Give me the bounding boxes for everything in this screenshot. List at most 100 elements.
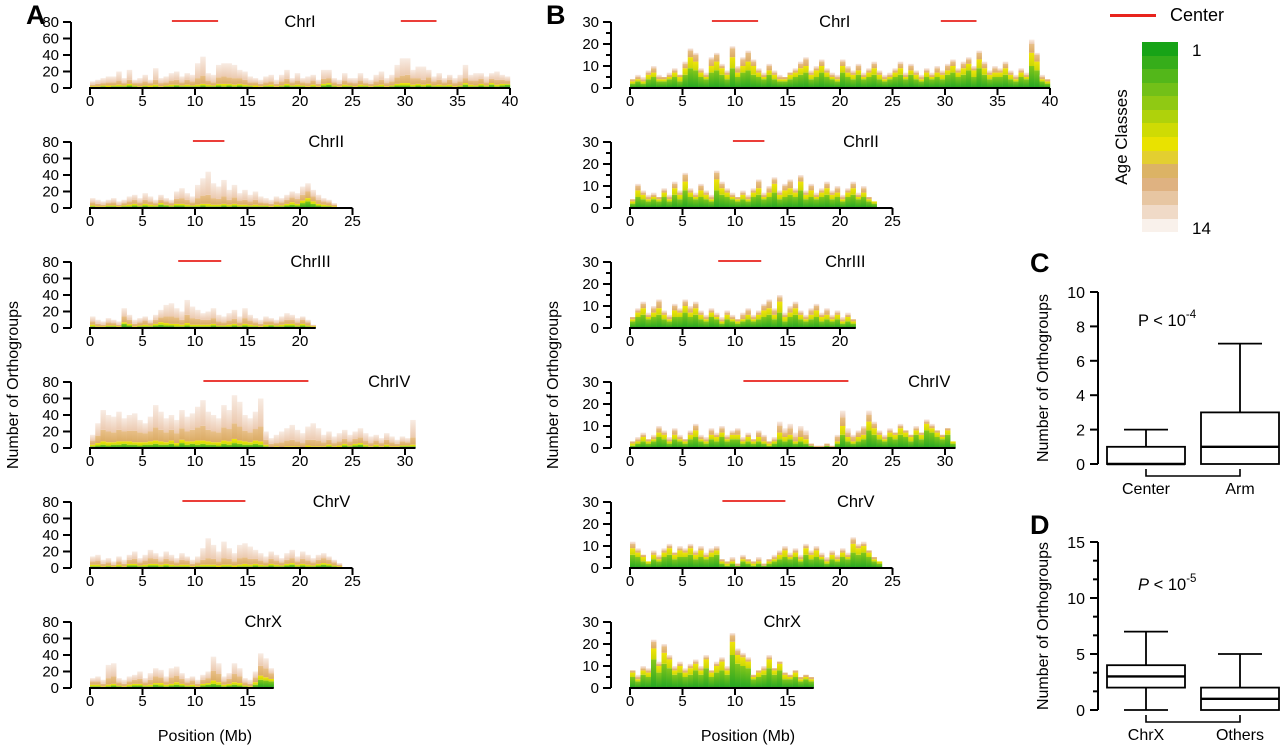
svg-text:0: 0	[626, 693, 634, 710]
svg-text:0: 0	[626, 333, 634, 350]
panelB-chrI-chart: 0 10 20 30 0 5 10 15 20 25 30 35 40 ChrI	[582, 13, 1059, 110]
svg-text:15: 15	[239, 453, 256, 470]
svg-text:0: 0	[86, 93, 94, 110]
svg-text:30: 30	[397, 453, 414, 470]
svg-text:0: 0	[591, 560, 599, 577]
svg-text:0: 0	[591, 440, 599, 457]
svg-text:15: 15	[239, 213, 256, 230]
svg-text:20: 20	[292, 453, 309, 470]
svg-text:8: 8	[1076, 319, 1085, 336]
age-class-swatch	[1142, 82, 1178, 97]
svg-text:0: 0	[86, 573, 94, 590]
svg-text:4: 4	[1076, 388, 1085, 405]
panel-c-label: C	[1030, 248, 1050, 278]
svg-text:5: 5	[678, 333, 686, 350]
svg-text:20: 20	[582, 396, 599, 413]
svg-text:15: 15	[779, 573, 796, 590]
svg-text:20: 20	[582, 516, 599, 533]
svg-text:Others: Others	[1216, 727, 1264, 744]
svg-text:10: 10	[727, 333, 744, 350]
svg-text:80: 80	[42, 14, 59, 31]
svg-text:ChrI: ChrI	[284, 13, 315, 31]
svg-text:10: 10	[187, 213, 204, 230]
panelB-chrIII-chart: 0 10 20 30 0 5 10 15 20 ChrIII	[582, 253, 865, 350]
svg-text:30: 30	[582, 374, 599, 391]
svg-text:20: 20	[292, 93, 309, 110]
age-class-swatch	[1142, 204, 1178, 219]
svg-text:ChrIV: ChrIV	[368, 373, 410, 391]
svg-text:20: 20	[292, 573, 309, 590]
svg-text:20: 20	[42, 64, 59, 81]
svg-text:15: 15	[239, 333, 256, 350]
svg-text:0: 0	[591, 680, 599, 697]
panelA-y-axis-label: Number of Orthogroups	[5, 300, 22, 470]
svg-text:ChrX: ChrX	[763, 613, 801, 631]
svg-text:10: 10	[187, 93, 204, 110]
age-class-first-label: 1	[1192, 41, 1202, 60]
svg-text:25: 25	[344, 213, 361, 230]
panelC-boxplot-chart: 0 2 4 6 8 10 Center Arm P < 10-4	[1067, 285, 1280, 496]
svg-text:20: 20	[582, 36, 599, 53]
svg-text:0: 0	[591, 80, 599, 97]
svg-text:5: 5	[678, 453, 686, 470]
svg-text:0: 0	[51, 560, 59, 577]
svg-text:20: 20	[582, 276, 599, 293]
svg-text:0: 0	[86, 213, 94, 230]
age-class-swatch	[1142, 150, 1178, 165]
svg-text:30: 30	[582, 134, 599, 151]
panelB-x-axis-label: Position (Mb)	[700, 728, 796, 745]
svg-text:60: 60	[42, 511, 59, 528]
age-class-swatch	[1142, 177, 1178, 192]
svg-text:25: 25	[344, 93, 361, 110]
panelD-boxplot-chart: 0 5 10 15 ChrX Others P < 10-5	[1067, 535, 1280, 744]
svg-text:0: 0	[51, 680, 59, 697]
svg-text:20: 20	[832, 573, 849, 590]
legend-center-label: Center	[1170, 5, 1225, 25]
age-class-swatch	[1142, 191, 1178, 205]
svg-text:ChrX: ChrX	[1128, 727, 1165, 744]
svg-text:30: 30	[937, 93, 954, 110]
svg-text:20: 20	[292, 213, 309, 230]
svg-text:35: 35	[449, 93, 466, 110]
svg-text:ChrV: ChrV	[313, 493, 351, 511]
svg-text:0: 0	[51, 320, 59, 337]
svg-text:40: 40	[1042, 93, 1059, 110]
svg-text:20: 20	[832, 93, 849, 110]
svg-text:60: 60	[42, 31, 59, 48]
svg-text:40: 40	[42, 47, 59, 64]
svg-text:5: 5	[138, 93, 146, 110]
svg-text:5: 5	[678, 213, 686, 230]
panelA-x-axis-label: Position (Mb)	[157, 728, 253, 745]
svg-text:10: 10	[187, 333, 204, 350]
svg-text:10: 10	[582, 298, 599, 315]
svg-text:20: 20	[42, 664, 59, 681]
svg-text:25: 25	[884, 213, 901, 230]
svg-text:0: 0	[626, 573, 634, 590]
svg-text:0: 0	[86, 693, 94, 710]
panelB-chrIV-chart: 0 10 20 30 0 5 10 15 20 25 30 ChrIV	[582, 373, 956, 470]
svg-text:30: 30	[582, 494, 599, 511]
panelC-y-axis-label: Number of Orthogroups	[1035, 293, 1052, 463]
svg-text:10: 10	[187, 693, 204, 710]
svg-text:0: 0	[51, 200, 59, 217]
svg-text:20: 20	[42, 184, 59, 201]
panelB-chrV-chart: 0 10 20 30 0 5 10 15 20 25 ChrV	[582, 493, 901, 590]
svg-text:20: 20	[582, 156, 599, 173]
svg-text:40: 40	[502, 93, 519, 110]
svg-text:30: 30	[582, 614, 599, 631]
svg-text:10: 10	[582, 178, 599, 195]
svg-text:30: 30	[582, 254, 599, 271]
svg-text:25: 25	[884, 93, 901, 110]
svg-text:5: 5	[138, 333, 146, 350]
svg-text:30: 30	[937, 453, 954, 470]
svg-text:60: 60	[42, 631, 59, 648]
svg-text:5: 5	[678, 93, 686, 110]
svg-text:0: 0	[1076, 703, 1085, 720]
svg-text:15: 15	[779, 693, 796, 710]
age-class-swatch	[1142, 164, 1178, 178]
age-class-swatch	[1142, 96, 1178, 110]
panel-d-label: D	[1030, 510, 1050, 540]
svg-text:5: 5	[1076, 647, 1085, 664]
panel-a-label: A	[26, 0, 46, 30]
svg-text:10: 10	[727, 453, 744, 470]
